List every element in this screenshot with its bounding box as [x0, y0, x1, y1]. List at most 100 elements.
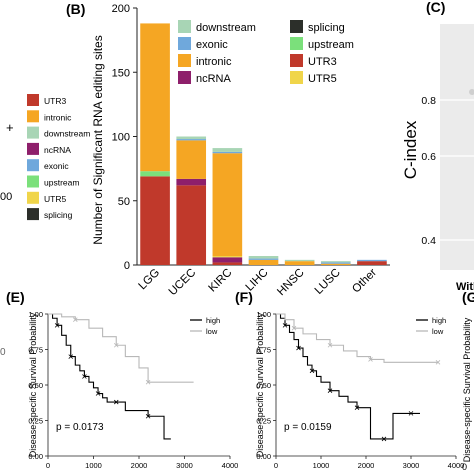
- panel-b-bar-segment: [284, 259, 315, 262]
- panel-e-censor-mark: [73, 317, 78, 322]
- panel-g-xtick: 0: [462, 462, 467, 472]
- panel-f-censor-mark: [381, 436, 387, 442]
- left-legend-label: splicing: [44, 210, 73, 220]
- panel-e-ytick-label: 1.00: [28, 310, 43, 319]
- panel-b-bar-segment: [320, 262, 351, 264]
- panel-b-ytick-label: 100: [112, 132, 130, 144]
- panel-e-censor-mark: [95, 391, 101, 396]
- left-legend-swatch: [27, 175, 39, 188]
- panel-b-bar-segment: [248, 259, 279, 265]
- plus-sign: +: [6, 120, 14, 135]
- panel-f-xtick-label: 0: [274, 461, 278, 470]
- panel-b-legend-label: intronic: [196, 56, 232, 68]
- panel-b-legend-label: exonic: [196, 39, 228, 51]
- panel-e-legend-label: high: [206, 316, 220, 325]
- panel-b-legend-label: ncRNA: [196, 73, 232, 85]
- left-legend-swatch: [27, 159, 39, 172]
- panel-c-letter: (C): [426, 0, 445, 15]
- left-legend: UTR3 intronic downstream ncRNA exonic upstrea…: [27, 94, 90, 221]
- panel-e-curve-low: [48, 313, 194, 383]
- panel-b-bar-segment: [320, 261, 351, 263]
- panel-b-ylabel: Number of Significant RNA editing sites: [91, 35, 105, 244]
- panel-b-bar-segment: [212, 153, 243, 257]
- left-legend-label: ncRNA: [44, 145, 71, 155]
- panel-f-km-plot: 0.00 0.25 0.50 0.75 1.00 0 1000 2000 3000 4000 hig…: [256, 310, 464, 470]
- left-legend-swatch: [27, 142, 39, 155]
- panel-f-xtick-label: 4000: [448, 461, 465, 470]
- panel-b-legend-swatch: [290, 71, 303, 84]
- panel-e-xtick-label: 1000: [85, 461, 102, 470]
- panel-f-censor-mark: [327, 388, 333, 393]
- panel-b-bar-segment: [176, 139, 207, 141]
- panel-f-ytick-label: 0.75: [256, 346, 271, 355]
- panel-b-xtick-label: HNSC: [275, 267, 307, 299]
- panel-f-legend-label: high: [432, 316, 446, 325]
- panel-c-ytick: 0.8: [421, 95, 436, 107]
- panel-f-ytick-label: 0.25: [256, 417, 271, 426]
- tick-fragment: 00: [0, 191, 12, 203]
- panel-e-pvalue: p = 0.0173: [56, 422, 104, 433]
- panel-b-legend-swatch: [178, 71, 191, 84]
- panel-f-censor-mark: [282, 323, 288, 328]
- panel-f-xtick-label: 3000: [403, 461, 420, 470]
- bottom-fragment: 0: [0, 347, 6, 358]
- panel-e-censor-mark: [113, 399, 119, 405]
- panel-b-legend-swatch: [178, 37, 191, 50]
- panel-b-legend-label: UTR5: [308, 73, 337, 85]
- panel-e-legend-label: low: [206, 327, 218, 336]
- panel-b-bar-segment: [176, 140, 207, 179]
- panel-f-ytick-label: 1.00: [256, 310, 271, 319]
- panel-b-legend-swatch: [290, 37, 303, 50]
- panel-f-xtick-label: 2000: [358, 461, 375, 470]
- panel-c-point: [469, 89, 474, 95]
- panel-f-curve-low: [276, 313, 438, 363]
- panel-b-legend-swatch: [178, 20, 191, 33]
- panel-c-ytick: 0.4: [421, 235, 436, 247]
- panel-b-bar-segment: [212, 257, 243, 263]
- left-legend-label: UTR3: [44, 96, 66, 106]
- panel-e-censor-mark: [54, 323, 60, 328]
- panel-c-ylabel: C-index: [401, 120, 420, 179]
- panel-e-xtick-label: 3000: [176, 461, 193, 470]
- left-legend-label: intronic: [44, 112, 72, 122]
- panel-b-bar-segment: [140, 23, 170, 172]
- panel-e-ytick-label: 0.00: [28, 452, 43, 461]
- panel-g-ylabel: Disease-specific Survival Probability: [462, 317, 472, 462]
- panel-f-ylabel: Disease-specific Survival Probability: [255, 312, 265, 457]
- panel-e-censor-mark: [145, 379, 151, 385]
- panel-f-censor-mark: [354, 405, 360, 411]
- panel-b-ytick-label: 150: [112, 67, 130, 79]
- panel-b-legend-label: splicing: [308, 22, 345, 34]
- panel-b-letter: (B): [66, 1, 85, 17]
- panel-f-censor-mark: [309, 368, 315, 374]
- left-legend-swatch: [27, 94, 39, 106]
- panel-f-pvalue: p = 0.0159: [284, 422, 332, 433]
- panel-b-bar-segment: [212, 148, 243, 152]
- panel-b-ytick-label: 50: [118, 196, 130, 208]
- panel-b-legend-swatch: [178, 54, 191, 67]
- panel-c-xtick: Witl: [456, 281, 474, 293]
- left-legend-label: upstream: [44, 178, 79, 188]
- panel-b-xtick-label: KIRC: [207, 267, 235, 295]
- panel-e-ylabel: Disease-specific Survival Probability: [28, 312, 38, 457]
- panel-f-censor-mark: [296, 345, 301, 351]
- panel-e-ytick-label: 0.50: [28, 381, 43, 390]
- panel-b-bar-segment: [176, 178, 207, 186]
- panel-b-legend-label: UTR3: [308, 56, 337, 68]
- panel-b-bar-segment: [212, 151, 243, 154]
- panel-e-km-plot: 0.00 0.25 0.50 0.75 1.00 0 1000 2000 3000 4000 hig…: [28, 310, 238, 470]
- panel-f-xtick-label: 1000: [313, 461, 330, 470]
- panel-e-letter: (E): [6, 289, 25, 305]
- panel-e-ytick-label: 0.75: [28, 346, 43, 355]
- panel-b-bar-segment: [212, 256, 243, 258]
- panel-f-censor-mark: [435, 359, 441, 365]
- panel-b-xtick-label: LUSC: [313, 267, 343, 297]
- panel-c-ytick: 0.6: [421, 151, 436, 163]
- panel-c-plot-bg: [440, 24, 474, 270]
- panel-e-xtick-label: 0: [46, 461, 50, 470]
- panel-b-bar-segment: [357, 261, 387, 265]
- panel-b-ytick-label: 200: [112, 3, 130, 15]
- panel-b-legend: downstream splicing exonic upstream intronic…: [178, 20, 354, 85]
- panel-e-censor-mark: [68, 354, 74, 359]
